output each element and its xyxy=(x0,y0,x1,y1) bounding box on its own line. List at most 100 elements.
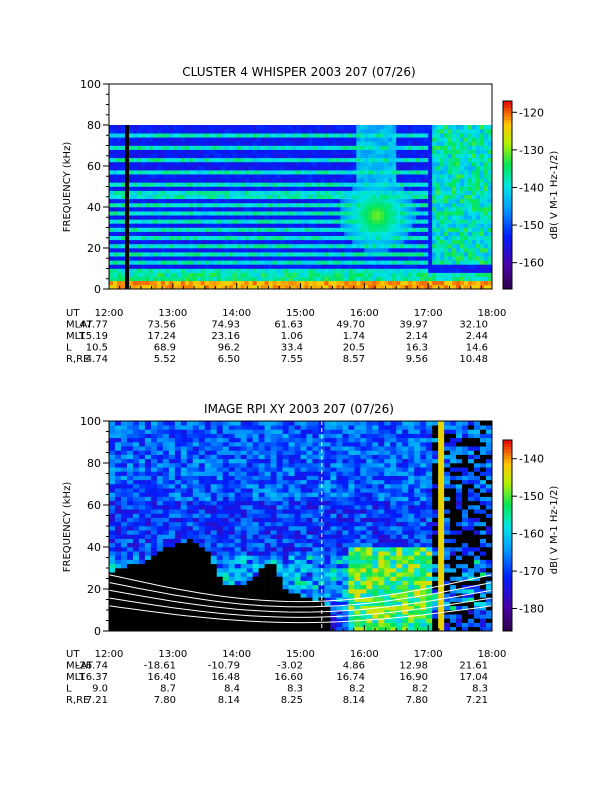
heatmap-cell xyxy=(344,178,349,183)
heatmap-cell xyxy=(144,568,152,573)
ephemeris-value: 9.56 xyxy=(406,354,428,365)
heatmap-cell xyxy=(132,492,140,497)
heatmap-cell xyxy=(109,538,116,544)
heatmap-cell xyxy=(186,496,194,502)
heatmap-cell xyxy=(348,178,353,183)
heatmap-cell xyxy=(380,137,385,142)
heatmap-cell xyxy=(252,174,257,179)
heatmap-cell xyxy=(128,256,134,261)
heatmap-cell xyxy=(192,202,198,208)
heatmap-cell xyxy=(109,547,116,552)
heatmap-cell xyxy=(316,149,321,154)
heatmap-cell xyxy=(428,145,433,150)
heatmap-cell xyxy=(476,211,481,216)
heatmap-cell xyxy=(320,284,325,290)
heatmap-cell xyxy=(280,276,285,282)
heatmap-cell xyxy=(144,125,150,130)
heatmap-cell xyxy=(364,223,369,228)
heatmap-cell xyxy=(380,170,385,175)
heatmap-cell xyxy=(200,207,206,212)
heatmap-cell xyxy=(312,178,317,183)
heatmap-cell xyxy=(252,125,257,130)
heatmap-cell xyxy=(340,227,345,232)
heatmap-cell xyxy=(228,219,233,224)
heatmap-cell xyxy=(392,170,397,175)
heatmap-cell xyxy=(168,223,174,228)
heatmap-cell xyxy=(260,260,265,265)
heatmap-cell xyxy=(192,227,198,232)
heatmap-cell xyxy=(232,161,237,167)
heatmap-cell xyxy=(160,174,166,179)
heatmap-cell xyxy=(340,207,345,212)
heatmap-cell xyxy=(448,174,453,179)
heatmap-cell xyxy=(138,614,146,619)
heatmap-cell xyxy=(328,252,333,257)
heatmap-cell xyxy=(192,268,198,273)
heatmap-cell xyxy=(126,534,134,539)
heatmap-cell xyxy=(138,433,146,439)
heatmap-cell xyxy=(284,235,289,241)
ephemeris-value: 17.24 xyxy=(147,331,176,342)
heatmap-cell xyxy=(114,605,122,611)
heatmap-cell xyxy=(184,182,190,187)
heatmap-cell xyxy=(420,231,425,236)
heatmap-cell xyxy=(396,178,401,183)
heatmap-cell xyxy=(256,125,261,130)
heatmap-cell xyxy=(180,260,186,265)
heatmap-cell xyxy=(472,198,477,204)
heatmap-cell xyxy=(232,264,237,269)
heatmap-cell xyxy=(488,149,493,154)
heatmap-cell xyxy=(174,509,182,514)
heatmap-cell xyxy=(228,231,233,236)
heatmap-cell xyxy=(196,133,202,138)
heatmap-cell xyxy=(192,454,200,460)
heatmap-cell xyxy=(244,190,249,195)
heatmap-cell xyxy=(484,157,489,163)
heatmap-cell xyxy=(432,211,437,216)
heatmap-cell xyxy=(152,133,158,138)
heatmap-cell xyxy=(372,248,377,253)
heatmap-cell xyxy=(328,186,333,191)
heatmap-cell xyxy=(180,149,186,154)
heatmap-cell xyxy=(162,479,170,485)
heatmap-cell xyxy=(392,149,397,154)
heatmap-cell xyxy=(148,174,154,179)
heatmap-cell xyxy=(332,235,337,241)
heatmap-cell xyxy=(224,170,229,175)
heatmap-cell xyxy=(436,198,441,204)
heatmap-cell xyxy=(264,231,269,236)
heatmap-cell xyxy=(150,547,158,552)
heatmap-cell xyxy=(360,231,365,236)
heatmap-cell xyxy=(216,231,222,236)
heatmap-cell xyxy=(180,178,186,183)
heatmap-cell xyxy=(436,207,441,212)
heatmap-cell xyxy=(272,280,277,286)
heatmap-cell xyxy=(400,137,405,142)
heatmap-cell xyxy=(152,235,158,241)
heatmap-cell xyxy=(420,149,425,154)
heatmap-cell xyxy=(372,256,377,261)
heatmap-cell xyxy=(372,161,377,167)
heatmap-cell xyxy=(186,542,194,548)
heatmap-cell xyxy=(404,243,409,249)
heatmap-cell xyxy=(484,166,489,171)
heatmap-cell xyxy=(408,190,413,195)
heatmap-cell xyxy=(452,219,457,224)
heatmap-cell xyxy=(332,284,337,290)
heatmap-cell xyxy=(224,157,229,163)
heatmap-cell xyxy=(284,260,289,265)
heatmap-cell xyxy=(300,231,305,236)
heatmap-cell xyxy=(126,421,134,426)
heatmap-cell xyxy=(144,622,152,628)
heatmap-cell xyxy=(276,178,281,183)
heatmap-cell xyxy=(440,268,445,273)
heatmap-cell xyxy=(464,219,469,224)
heatmap-cell xyxy=(388,239,393,245)
heatmap-cell xyxy=(460,239,465,245)
heatmap-cell xyxy=(260,161,265,167)
heatmap-cell xyxy=(304,198,309,204)
heatmap-cell xyxy=(352,166,357,171)
heatmap-cell xyxy=(404,170,409,175)
heatmap-cell xyxy=(140,170,146,175)
